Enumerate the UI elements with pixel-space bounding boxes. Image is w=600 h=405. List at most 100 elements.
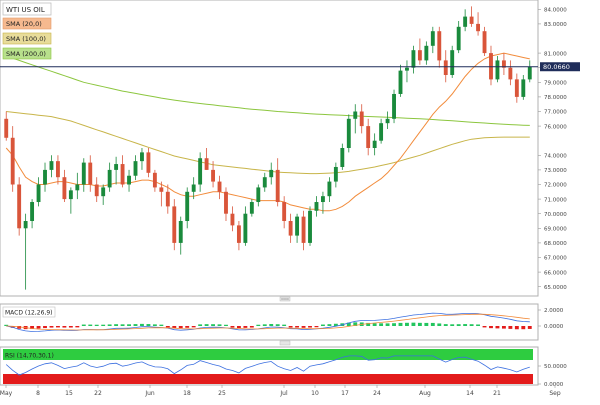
candle-body [456, 26, 461, 51]
macd-histogram-bar [275, 324, 280, 326]
macd-histogram-bar [262, 324, 267, 326]
candle-body [314, 202, 319, 211]
macd-histogram-bar [230, 326, 235, 328]
macd-histogram-bar [308, 326, 312, 328]
x-tick-label: 22 [94, 390, 102, 397]
candle-body [204, 158, 209, 170]
sma100-line [6, 111, 530, 175]
x-tick-label: 17 [341, 390, 349, 397]
sma20-line [5, 52, 530, 212]
candle-body [333, 166, 338, 182]
macd-histogram-bar [443, 324, 448, 326]
candle-body [417, 50, 422, 61]
candle-body [68, 190, 73, 200]
macd-signal-line [6, 313, 530, 331]
candle-body [443, 60, 448, 75]
macd-histogram-bar [152, 324, 157, 326]
candle-body [172, 206, 177, 243]
macd-histogram-bar [527, 326, 532, 329]
macd-histogram-bar [514, 326, 519, 330]
candle-body [191, 184, 196, 192]
macd-histogram-bar [346, 322, 351, 326]
candle-body [159, 187, 164, 192]
x-tick-label: Jun [144, 390, 155, 397]
macd-histogram-bar [75, 326, 80, 328]
candle-body [224, 191, 228, 214]
pane-divider-handle[interactable] [279, 296, 291, 302]
price-tick-label: 66.0000 [544, 270, 567, 276]
candle-body [133, 161, 138, 176]
price-tick-label: 81.0000 [544, 51, 567, 57]
candle-body [120, 164, 125, 185]
candle-body [288, 221, 293, 236]
macd-histogram-bar [178, 326, 183, 329]
rsi-tick-label: 50.0000 [544, 364, 567, 370]
macd-histogram-bar [211, 324, 215, 326]
candle-body [501, 60, 506, 68]
candle-body [450, 50, 455, 75]
macd-histogram-bar [43, 326, 47, 329]
macd-histogram-bar [165, 326, 170, 328]
macd-histogram-bar [405, 322, 409, 326]
candle-body [249, 202, 254, 214]
candle-body [514, 79, 519, 97]
candle-body [392, 93, 396, 119]
candle-body [437, 31, 442, 61]
macd-histogram-bar [450, 324, 455, 326]
price-tick-label: 65.0000 [544, 285, 567, 291]
candle-body [114, 164, 119, 170]
candle-body [308, 210, 312, 243]
macd-histogram-bar [140, 323, 144, 326]
macd-histogram-bar [366, 322, 371, 326]
candle-body [321, 196, 325, 203]
price-tick-label: 78.0000 [544, 95, 567, 101]
macd-label-badge [2, 306, 56, 318]
macd-histogram-bar [49, 326, 54, 328]
macd-histogram-bar [269, 323, 274, 326]
candle-body [230, 213, 235, 226]
macd-histogram-bar [94, 324, 99, 326]
x-tick-label: 8 [36, 390, 40, 397]
candle-body [327, 181, 332, 197]
macd-histogram-bar [120, 324, 125, 326]
macd-histogram-bar [81, 324, 86, 326]
macd-histogram-bar [424, 322, 429, 326]
macd-histogram-bar [521, 326, 526, 330]
candle-body [521, 79, 526, 97]
instrument-name: WTI US OIL [6, 6, 45, 14]
candle-body [301, 216, 306, 243]
price-tick-label: 69.0000 [544, 227, 567, 233]
macd-histogram-bar [489, 326, 493, 329]
macd-histogram-bar [133, 324, 138, 326]
macd-histogram-bar [385, 323, 390, 326]
pane-divider-handle-2[interactable] [279, 340, 291, 346]
legend-sma20-label: SMA (20,0) [6, 20, 42, 28]
macd-indicator: 2.0000 0.0000 [4, 308, 564, 332]
price-tick-label: 76.0000 [544, 124, 567, 130]
macd-histogram-bar [321, 324, 325, 326]
macd-histogram-bar [127, 324, 131, 326]
candle-body [107, 169, 112, 188]
candle-body [243, 213, 248, 243]
macd-histogram-bar [236, 326, 241, 329]
macd-histogram-bar [282, 324, 287, 326]
rsi-label: RSI (14,70,30,1) [5, 353, 54, 360]
candle-body [282, 202, 287, 221]
macd-histogram-bar [411, 322, 416, 326]
macd-histogram-bar [17, 326, 22, 329]
macd-histogram-bar [327, 324, 332, 326]
x-tick-label: 14 [466, 390, 474, 397]
x-tick-label: 21 [493, 390, 501, 397]
macd-histogram-bar [288, 326, 293, 328]
macd-histogram-bar [30, 326, 35, 330]
macd-histogram-bar [62, 326, 67, 328]
instrument-badge [2, 2, 52, 16]
candle-body [23, 221, 28, 229]
legend-sma100: SMA (100,0) [2, 32, 52, 45]
rsi-tick-label: 0.0000 [544, 382, 564, 388]
candle-body [4, 118, 9, 138]
x-tick-label: 24 [373, 390, 381, 397]
macd-histogram-bar [495, 326, 500, 329]
